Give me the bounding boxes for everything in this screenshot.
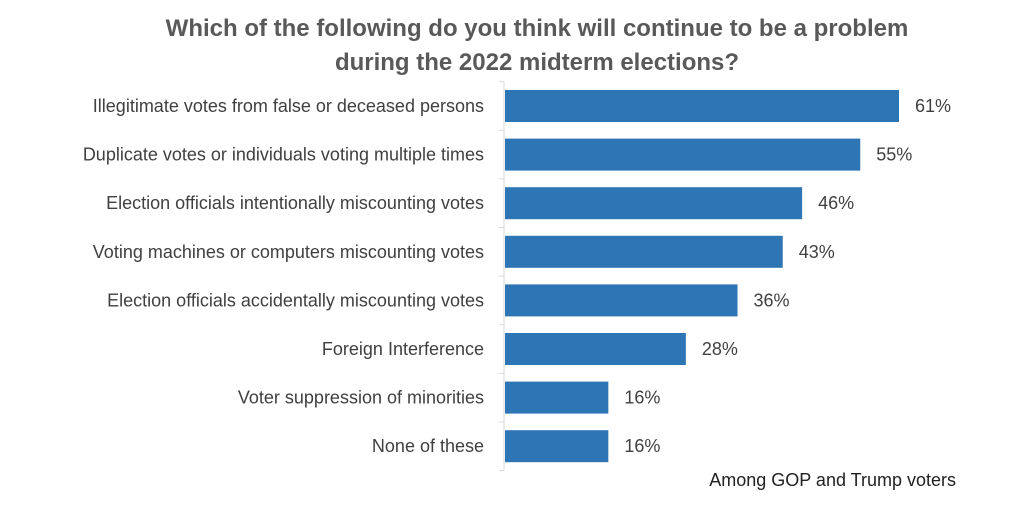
bar <box>505 333 686 365</box>
category-label: Voter suppression of minorities <box>238 388 484 408</box>
bar <box>505 90 899 122</box>
value-label: 55% <box>876 145 912 165</box>
category-label: Foreign Interference <box>322 339 484 359</box>
value-label: 46% <box>818 193 854 213</box>
bar <box>505 235 783 268</box>
category-label: None of these <box>372 436 484 456</box>
chart-annotation: Among GOP and Trump voters <box>709 470 956 490</box>
category-label: Voting machines or computers miscounting… <box>93 242 484 262</box>
category-label: Election officials intentionally miscoun… <box>106 193 484 213</box>
chart-title-line-1: Which of the following do you think will… <box>165 15 909 42</box>
category-label: Election officials accidentally miscount… <box>107 290 484 310</box>
category-label: Duplicate votes or individuals voting mu… <box>83 145 484 165</box>
value-label: 43% <box>799 242 835 262</box>
bar <box>505 381 609 414</box>
value-label: 28% <box>702 339 738 359</box>
value-label: 61% <box>915 96 951 116</box>
chart-title: Which of the following do you think will… <box>0 12 1024 80</box>
bar <box>505 284 738 317</box>
value-label: 16% <box>624 388 660 408</box>
bar <box>505 430 609 463</box>
bar <box>505 187 803 220</box>
category-label: Illegitimate votes from false or decease… <box>93 96 484 116</box>
chart-title-line-2: during the 2022 midterm elections? <box>334 49 740 76</box>
value-label: 16% <box>624 436 660 456</box>
value-label: 36% <box>754 290 790 310</box>
bar <box>505 138 861 171</box>
